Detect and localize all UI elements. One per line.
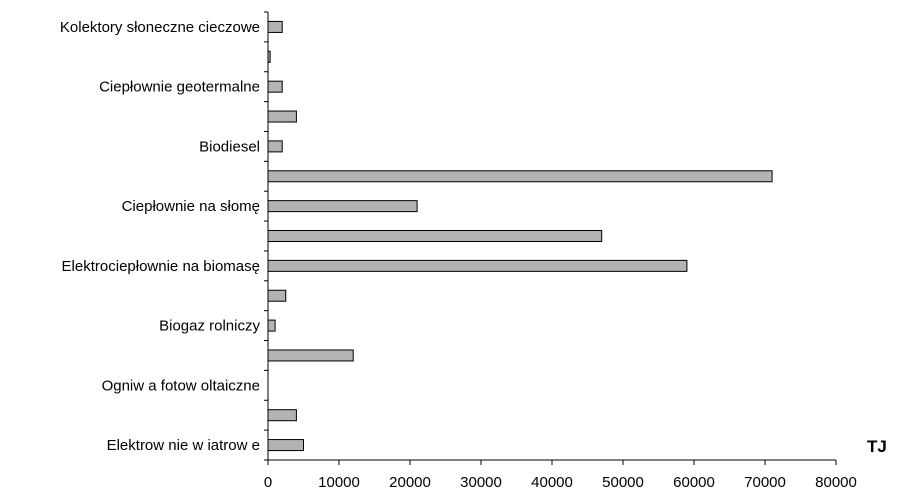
x-tick-label: 20000 <box>389 474 431 491</box>
x-tick-label: 80000 <box>815 474 857 491</box>
bar <box>267 170 773 183</box>
x-tick-label: 50000 <box>602 474 644 491</box>
x-tick-label: 0 <box>264 474 272 491</box>
bar <box>267 20 283 33</box>
bar <box>267 319 276 332</box>
bar <box>267 439 304 452</box>
bar <box>267 230 603 242</box>
category-label: Ogniw a fotow oltaiczne <box>102 377 260 394</box>
category-label: Biodiesel <box>199 138 260 155</box>
bar <box>267 140 283 153</box>
x-tick-label: 40000 <box>531 474 573 491</box>
bar <box>267 110 297 123</box>
category-label: Ciepłownie na słomę <box>122 198 260 215</box>
category-label: Kolektory słoneczne cieczowe <box>60 19 260 36</box>
bar <box>267 289 287 302</box>
x-tick-label: 70000 <box>744 474 786 491</box>
category-label: Biogaz rolniczy <box>159 318 260 335</box>
x-tick-label: 10000 <box>318 474 360 491</box>
x-tick-label: 60000 <box>673 474 715 491</box>
x-axis-unit-label: TJ <box>867 437 887 456</box>
bar <box>267 349 354 362</box>
bar <box>267 409 297 422</box>
category-label: Elektrow nie w iatrow e <box>107 437 260 454</box>
bar <box>267 200 418 213</box>
x-tick-label: 30000 <box>460 474 502 491</box>
category-label: Ciepłownie geotermalne <box>99 79 260 96</box>
category-label: Elektrociepłownie na biomasę <box>62 258 260 275</box>
x-ticks-group: 0 10000 20000 30000 40000 50000 60000 70000 8000… <box>264 11 857 491</box>
category-labels-group: Kolektory słoneczne cieczowe Ciepłownie g… <box>60 19 261 454</box>
bars-group <box>267 20 773 452</box>
bar <box>267 259 688 272</box>
bar <box>267 80 283 93</box>
